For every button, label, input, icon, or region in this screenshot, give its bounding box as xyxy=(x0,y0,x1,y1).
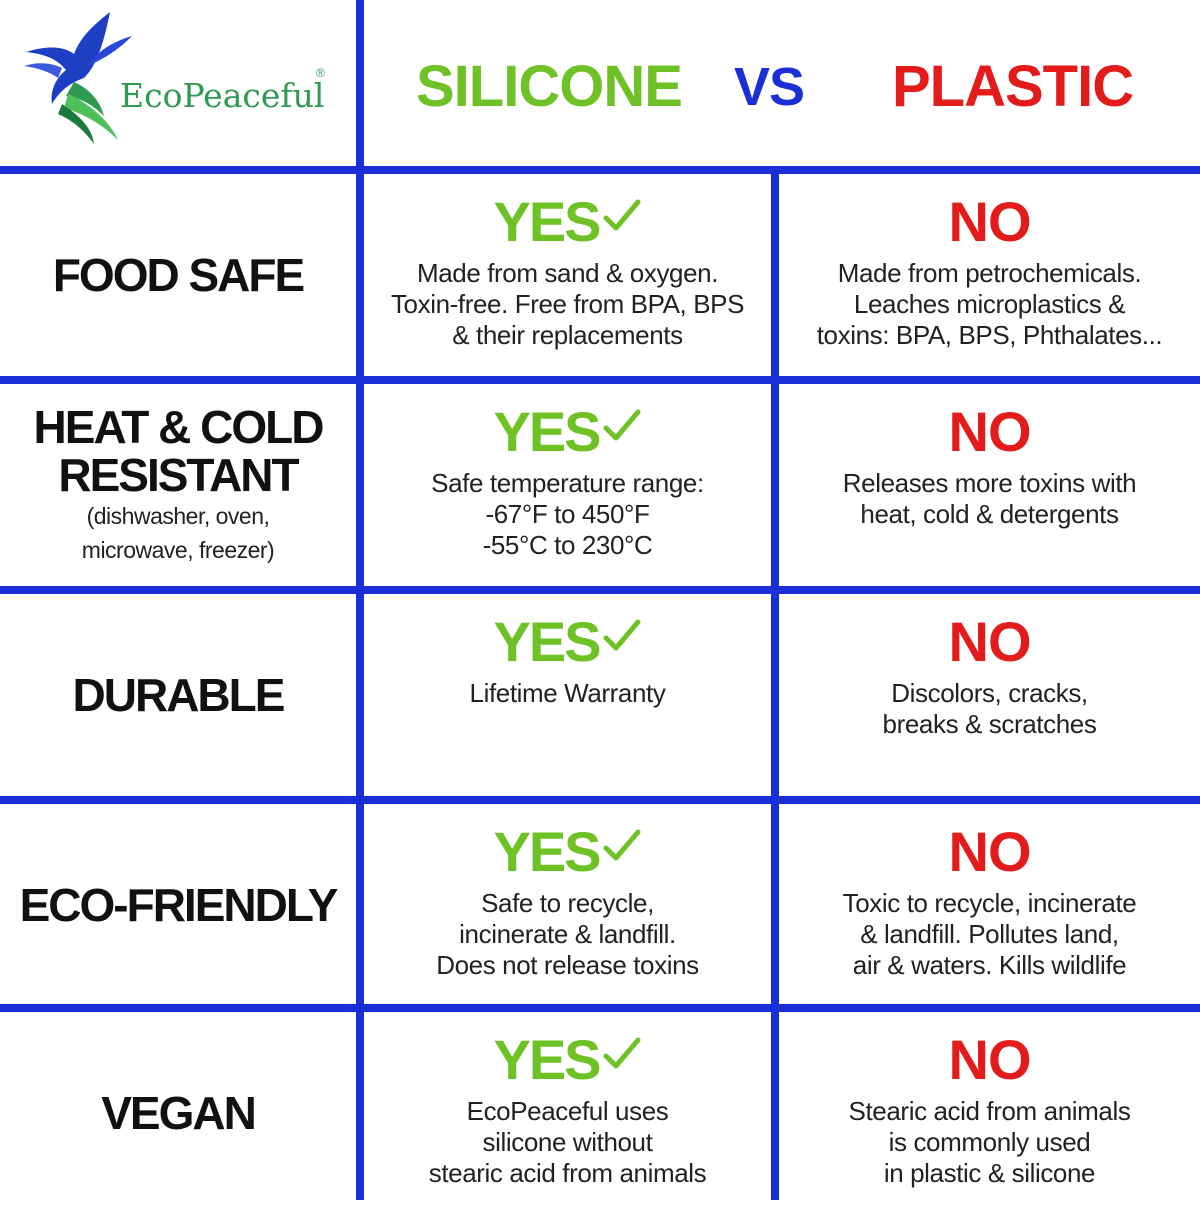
silicone-description: incinerate & landfill. xyxy=(459,919,676,949)
plastic-description: Stearic acid from animals xyxy=(848,1096,1131,1126)
row-divider-2 xyxy=(0,586,1200,594)
yes-verdict: YES xyxy=(493,402,641,462)
yes-label: YES xyxy=(493,820,601,883)
silicone-cell: YES Lifetime Warranty xyxy=(364,594,771,796)
silicone-description: silicone without xyxy=(482,1127,653,1157)
yes-verdict: YES xyxy=(493,612,641,672)
silicone-description: Toxin-free. Free from BPA, BPS xyxy=(390,289,745,319)
check-icon xyxy=(602,397,642,457)
silicone-description: & their replacements xyxy=(452,320,683,350)
silicone-description: Safe temperature range: xyxy=(431,468,704,498)
feature-title: FOOD SAFE xyxy=(52,249,305,301)
plastic-description: in plastic & silicone xyxy=(883,1158,1096,1188)
silicone-description: Made from sand & oxygen. xyxy=(416,258,719,288)
feature-cell: HEAT & COLD RESISTANT (dishwasher, oven, mi… xyxy=(0,384,356,586)
registered-mark: ® xyxy=(316,66,325,80)
brand-logo: EcoPeaceful ® xyxy=(22,8,342,148)
feature-cell: VEGAN xyxy=(0,1012,356,1214)
row-divider-1 xyxy=(0,376,1200,384)
silicone-description: Safe to recycle, xyxy=(481,888,654,918)
plastic-cell: NO Toxic to recycle, incinerate & landfill… xyxy=(779,804,1200,1006)
check-icon xyxy=(602,817,642,877)
silicone-description: stearic acid from animals xyxy=(428,1158,707,1188)
no-verdict: NO xyxy=(948,190,1032,253)
plastic-cell: NO Discolors, cracks, breaks & scratches xyxy=(779,594,1200,796)
plastic-description: Leaches microplastics & xyxy=(853,289,1126,319)
yes-label: YES xyxy=(493,400,601,463)
silicone-cell: YES Made from sand & oxygen. Toxin-free. F… xyxy=(364,174,771,376)
feature-title: VEGAN xyxy=(101,1087,257,1139)
plastic-description: toxins: BPA, BPS, Phthalates... xyxy=(816,320,1163,350)
plastic-description: Made from petrochemicals. xyxy=(837,258,1142,288)
feature-cell: FOOD SAFE xyxy=(0,174,356,376)
yes-label: YES xyxy=(493,190,601,253)
yes-verdict: YES xyxy=(493,1030,641,1090)
plastic-cell: NO Releases more toxins with heat, cold & … xyxy=(779,384,1200,586)
yes-label: YES xyxy=(493,610,601,673)
silicone-cell: YES Safe temperature range: -67°F to 450°F… xyxy=(364,384,771,586)
check-icon xyxy=(602,1025,642,1085)
brand-name: EcoPeaceful xyxy=(120,76,325,115)
feature-title: HEAT & COLD xyxy=(33,401,325,453)
row-divider-4 xyxy=(0,1004,1200,1012)
silicone-description: EcoPeaceful uses xyxy=(466,1096,669,1126)
plastic-cell: NO Stearic acid from animals is commonly u… xyxy=(779,1012,1200,1214)
plastic-description: Releases more toxins with xyxy=(842,468,1137,498)
silicone-description: Lifetime Warranty xyxy=(469,678,666,708)
column-divider-middle xyxy=(771,174,779,1200)
plastic-header: PLASTIC xyxy=(892,54,1134,119)
no-verdict: NO xyxy=(948,400,1032,463)
no-verdict: NO xyxy=(948,1028,1032,1091)
check-icon xyxy=(602,607,642,667)
plastic-description: Toxic to recycle, incinerate xyxy=(842,888,1137,918)
feature-cell: DURABLE xyxy=(0,594,356,796)
plastic-description: heat, cold & detergents xyxy=(860,499,1119,529)
header-divider xyxy=(0,166,1200,174)
feature-note: (dishwasher, oven, xyxy=(86,503,270,529)
check-icon xyxy=(602,187,642,247)
silicone-description: Does not release toxins xyxy=(436,950,699,980)
silicone-header: SILICONE xyxy=(416,54,683,119)
feature-cell: ECO-FRIENDLY xyxy=(0,804,356,1006)
no-verdict: NO xyxy=(948,610,1032,673)
silicone-description: -67°F to 450°F xyxy=(485,499,650,529)
feature-title: DURABLE xyxy=(72,669,286,721)
yes-verdict: YES xyxy=(493,822,641,882)
silicone-cell: YES EcoPeaceful uses silicone without stear… xyxy=(364,1012,771,1214)
plastic-description: & landfill. Pollutes land, xyxy=(860,919,1119,949)
feature-note: microwave, freezer) xyxy=(81,537,275,563)
dove-icon xyxy=(24,12,132,144)
plastic-description: breaks & scratches xyxy=(882,709,1097,739)
column-divider-feature xyxy=(356,0,364,1200)
yes-verdict: YES xyxy=(493,192,641,252)
vs-label: VS xyxy=(734,57,805,117)
feature-title: RESISTANT xyxy=(58,449,299,501)
plastic-description: air & waters. Kills wildlife xyxy=(852,950,1127,980)
yes-label: YES xyxy=(493,1028,601,1091)
silicone-cell: YES Safe to recycle, incinerate & landfill… xyxy=(364,804,771,1006)
silicone-description: -55°C to 230°C xyxy=(482,530,653,560)
row-divider-3 xyxy=(0,796,1200,804)
plastic-description: Discolors, cracks, xyxy=(891,678,1088,708)
no-verdict: NO xyxy=(948,820,1032,883)
plastic-description: is commonly used xyxy=(888,1127,1091,1157)
feature-title: ECO-FRIENDLY xyxy=(19,879,339,931)
plastic-cell: NO Made from petrochemicals. Leaches micro… xyxy=(779,174,1200,376)
